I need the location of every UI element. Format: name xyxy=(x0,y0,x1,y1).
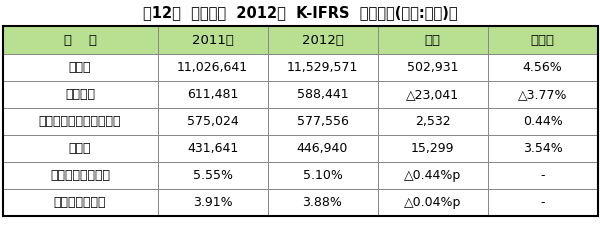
Bar xyxy=(2,54,157,81)
Text: 매출액: 매출액 xyxy=(69,61,91,74)
Bar xyxy=(377,162,487,189)
Text: 、12월  결산법인  2012년  K-IFRS  개별실적(단위:억원)】: 、12월 결산법인 2012년 K-IFRS 개별실적(단위:억원)】 xyxy=(143,5,457,20)
Text: 증감률: 증감률 xyxy=(530,34,554,47)
Bar xyxy=(377,108,487,135)
Text: 5.10%: 5.10% xyxy=(302,169,343,182)
Text: 법인세비용차감전순이익: 법인세비용차감전순이익 xyxy=(39,115,121,128)
Bar xyxy=(268,189,377,216)
Text: 0.44%: 0.44% xyxy=(523,115,562,128)
Text: 611,481: 611,481 xyxy=(187,88,238,101)
Bar xyxy=(157,26,268,54)
Text: -: - xyxy=(540,169,545,182)
Text: 575,024: 575,024 xyxy=(187,115,238,128)
Text: 영업이익: 영업이익 xyxy=(65,88,95,101)
Bar xyxy=(157,54,268,81)
Text: △0.44%p: △0.44%p xyxy=(404,169,461,182)
Bar xyxy=(268,108,377,135)
Bar xyxy=(268,54,377,81)
Bar xyxy=(377,135,487,162)
Text: 2011년: 2011년 xyxy=(191,34,233,47)
Bar xyxy=(487,108,598,135)
Text: 증감: 증감 xyxy=(425,34,440,47)
Bar xyxy=(487,81,598,108)
Bar xyxy=(377,189,487,216)
Text: 2,532: 2,532 xyxy=(415,115,451,128)
Bar xyxy=(487,162,598,189)
Text: -: - xyxy=(540,196,545,209)
Bar xyxy=(268,26,377,54)
Bar xyxy=(377,26,487,54)
Text: 5.55%: 5.55% xyxy=(193,169,233,182)
Text: 2012년: 2012년 xyxy=(302,34,343,47)
Text: 3.91%: 3.91% xyxy=(193,196,232,209)
Bar xyxy=(377,81,487,108)
Text: 구    분: 구 분 xyxy=(64,34,97,47)
Text: 3.54%: 3.54% xyxy=(523,142,562,155)
Bar xyxy=(2,135,157,162)
Bar xyxy=(487,54,598,81)
Text: 15,299: 15,299 xyxy=(411,142,454,155)
Text: △3.77%: △3.77% xyxy=(518,88,567,101)
Text: 매출액영업이익률: 매출액영업이익률 xyxy=(50,169,110,182)
Text: 588,441: 588,441 xyxy=(296,88,349,101)
Bar xyxy=(157,135,268,162)
Bar xyxy=(268,135,377,162)
Bar xyxy=(157,189,268,216)
Bar xyxy=(2,189,157,216)
Bar xyxy=(2,26,598,216)
Bar xyxy=(157,108,268,135)
Bar xyxy=(268,162,377,189)
Bar xyxy=(377,54,487,81)
Text: 502,931: 502,931 xyxy=(407,61,458,74)
Bar xyxy=(487,135,598,162)
Text: 매출액순이익률: 매출액순이익률 xyxy=(54,196,106,209)
Bar xyxy=(487,26,598,54)
Text: △23,041: △23,041 xyxy=(406,88,459,101)
Text: 11,529,571: 11,529,571 xyxy=(287,61,358,74)
Text: 3.88%: 3.88% xyxy=(302,196,343,209)
Text: △0.04%p: △0.04%p xyxy=(404,196,461,209)
Bar xyxy=(157,162,268,189)
Text: 11,026,641: 11,026,641 xyxy=(177,61,248,74)
Bar xyxy=(268,81,377,108)
Text: 순이익: 순이익 xyxy=(69,142,91,155)
Bar xyxy=(2,81,157,108)
Bar xyxy=(157,81,268,108)
Text: 4.56%: 4.56% xyxy=(523,61,562,74)
Bar xyxy=(2,162,157,189)
Bar xyxy=(2,26,157,54)
Bar xyxy=(487,189,598,216)
Text: 431,641: 431,641 xyxy=(187,142,238,155)
Bar xyxy=(2,108,157,135)
Text: 577,556: 577,556 xyxy=(296,115,349,128)
Text: 446,940: 446,940 xyxy=(297,142,348,155)
